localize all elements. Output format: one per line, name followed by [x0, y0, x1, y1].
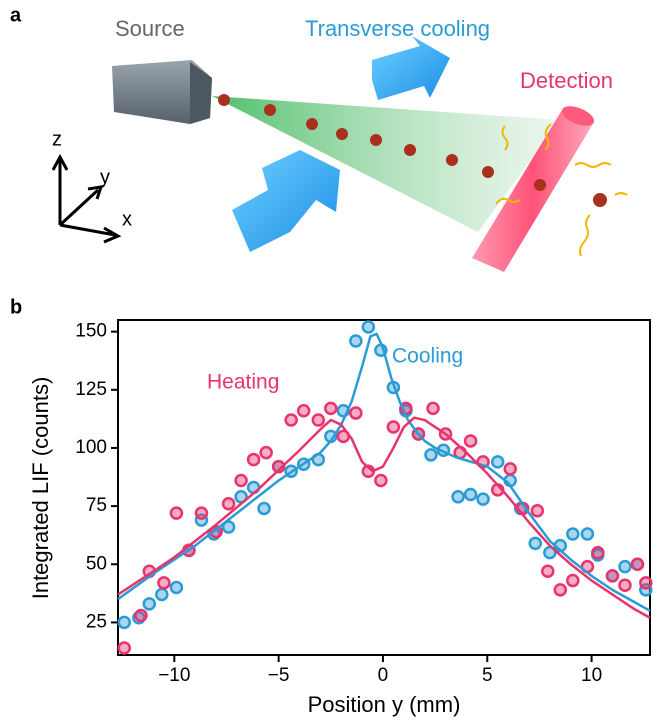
- data-point: [424, 448, 438, 462]
- data-point: [553, 583, 568, 597]
- laser-end: [561, 106, 595, 126]
- x-tick-label: 10: [581, 665, 602, 686]
- x-axis-title: Position y (mm): [308, 692, 461, 717]
- axis-y-label: y: [100, 166, 110, 188]
- series-label: Heating: [207, 371, 279, 394]
- y-tick-label: 150: [75, 321, 107, 342]
- x-tick-label: −10: [158, 665, 190, 686]
- data-point: [566, 573, 580, 588]
- data-point: [426, 401, 440, 416]
- y-tick-label: 125: [75, 379, 107, 400]
- data-point: [246, 452, 261, 467]
- data-point: [257, 501, 271, 516]
- data-point: [296, 403, 311, 418]
- plot: 25 50 75 100 125 150 −10 −5 0 5 10 Cooling Heating: [75, 319, 653, 686]
- data-point: [234, 473, 248, 488]
- beam: [212, 96, 560, 232]
- data-point: [476, 492, 490, 506]
- source-label: Source: [115, 16, 185, 41]
- x-tick-label: 0: [378, 665, 389, 686]
- axis-z-label: z: [52, 128, 62, 150]
- data-point: [117, 615, 132, 630]
- cooling-arrow: [372, 36, 450, 100]
- data-point: [324, 401, 338, 416]
- data-point: [117, 641, 132, 655]
- axis-x-label: x: [122, 208, 132, 230]
- data-point: [630, 557, 645, 572]
- data-point: [284, 413, 298, 427]
- y-tick-label: 50: [86, 553, 107, 574]
- data-point: [169, 506, 184, 520]
- y-axis-title: Integrated LIF (counts): [28, 377, 53, 600]
- data-point: [528, 536, 543, 551]
- data-point: [259, 445, 273, 460]
- data-point: [580, 527, 595, 541]
- x-tick-label: 5: [482, 665, 493, 686]
- data-point: [349, 406, 363, 420]
- data-point: [221, 497, 236, 511]
- y-tick-label: 25: [86, 611, 107, 632]
- source-box: [112, 60, 212, 124]
- data-point: [490, 455, 505, 469]
- data-point: [639, 576, 653, 590]
- coordinate-axes: [51, 153, 122, 244]
- data-point: [155, 587, 169, 602]
- data-point: [194, 506, 209, 520]
- x-tick-label: −5: [268, 665, 290, 686]
- data-point: [142, 597, 157, 611]
- illustration: a Source Transverse cooling Detection z …: [10, 4, 628, 272]
- data-point: [541, 564, 555, 578]
- data-point: [618, 578, 632, 592]
- data-point: [591, 545, 605, 560]
- data-point: [451, 490, 465, 504]
- data-point: [566, 527, 580, 541]
- source-face: [190, 62, 212, 124]
- data-point: [221, 520, 236, 534]
- y-tick-label: 75: [86, 495, 107, 516]
- y-tick-label: 100: [75, 437, 107, 458]
- data-point: [463, 487, 478, 502]
- panel-label: a: [10, 4, 22, 26]
- series-label: Cooling: [392, 345, 463, 368]
- fluorescence: [495, 123, 628, 257]
- fit-line: [117, 332, 651, 612]
- detection-label: Detection: [520, 68, 613, 93]
- data-point: [618, 559, 632, 574]
- data-point: [157, 576, 171, 590]
- data-point: [134, 608, 148, 623]
- plot-frame: [117, 319, 651, 656]
- data-point: [530, 504, 545, 518]
- panel-label: b: [10, 296, 22, 318]
- data-point: [349, 334, 363, 348]
- cooling-arrow: [232, 150, 340, 252]
- fit-line: [117, 416, 651, 619]
- data-point: [311, 413, 326, 427]
- data-point: [271, 459, 286, 474]
- data-point: [386, 420, 401, 434]
- data-point: [374, 473, 388, 488]
- detection-laser: [472, 110, 594, 272]
- data-point: [605, 569, 620, 583]
- data-point: [463, 434, 478, 448]
- data-point: [169, 580, 184, 595]
- molecules: [218, 94, 607, 207]
- data-point: [361, 320, 376, 334]
- cooling-label: Transverse cooling: [305, 16, 490, 41]
- data-point: [503, 462, 517, 476]
